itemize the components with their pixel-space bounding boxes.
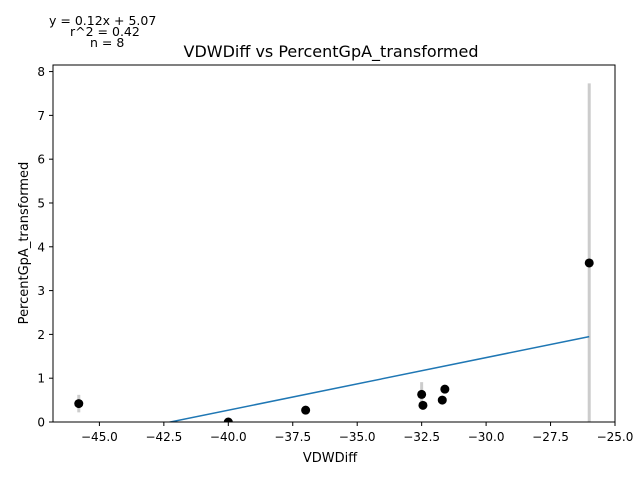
y-tick-label: 3 xyxy=(37,284,45,298)
y-tick-label: 6 xyxy=(37,153,45,167)
y-tick-label: 0 xyxy=(37,416,45,430)
plot-frame xyxy=(52,64,616,423)
y-tick-label: 7 xyxy=(37,109,45,123)
data-point xyxy=(417,389,427,399)
x-axis-label: VDWDiff xyxy=(303,451,358,466)
y-axis-label: PercentGpA_transformed xyxy=(17,162,32,325)
y-tick-label: 8 xyxy=(37,65,45,79)
x-tick-label: −30.0 xyxy=(468,430,505,444)
y-tick-label: 1 xyxy=(37,372,45,386)
x-tick-label: −35.0 xyxy=(339,430,376,444)
x-tick-label: −37.5 xyxy=(274,430,311,444)
x-tick-label: −27.5 xyxy=(532,430,569,444)
data-point xyxy=(74,399,84,409)
regression-equation: y = 0.12x + 5.07 xyxy=(49,13,156,28)
data-point xyxy=(301,405,311,415)
x-tick-label: −32.5 xyxy=(403,430,440,444)
y-tick-label: 4 xyxy=(37,240,45,254)
y-tick-label: 5 xyxy=(37,196,45,210)
x-tick-label: −25.0 xyxy=(597,430,634,444)
y-tick-label: 2 xyxy=(37,328,45,342)
data-point xyxy=(437,395,447,405)
data-point xyxy=(223,417,233,422)
x-tick-label: −45.0 xyxy=(81,430,118,444)
data-point xyxy=(440,384,450,394)
data-point xyxy=(418,400,428,410)
data-point xyxy=(584,258,594,268)
chart-title: VDWDiff vs PercentGpA_transformed xyxy=(184,42,479,62)
sample-size-label: n = 8 xyxy=(90,35,124,50)
r-squared-label: r^2 = 0.42 xyxy=(70,24,140,39)
x-tick-label: −42.5 xyxy=(145,430,182,444)
x-tick-label: −40.0 xyxy=(210,430,247,444)
regression-line xyxy=(166,335,590,422)
